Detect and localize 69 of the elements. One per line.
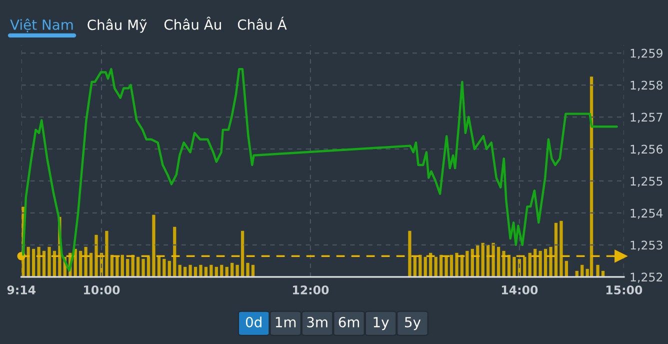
bar — [157, 256, 161, 277]
bar — [152, 214, 156, 277]
bar — [444, 256, 448, 277]
bar — [434, 256, 438, 277]
text: 1y — [374, 317, 389, 330]
y-tick-label: 1,254 — [630, 208, 663, 219]
bar — [210, 264, 213, 277]
bar — [528, 252, 532, 277]
bar — [481, 242, 484, 277]
text: 5y — [405, 317, 421, 330]
bar — [142, 258, 145, 277]
bar — [560, 220, 563, 277]
y-tick-label: 1,252 — [630, 272, 662, 283]
bar — [240, 230, 244, 277]
y-tick-label: 1,257 — [630, 112, 662, 123]
text: 0d — [246, 316, 262, 328]
y-tick-label: 1,256 — [630, 144, 663, 155]
bar — [168, 260, 171, 277]
bar — [450, 254, 454, 277]
bar — [455, 252, 458, 277]
text: 1m — [276, 317, 296, 328]
bar — [502, 250, 506, 277]
bar — [413, 256, 417, 277]
bar — [48, 246, 51, 277]
x-tick-label: 12:00 — [293, 285, 329, 294]
bar — [512, 256, 516, 277]
bar — [37, 246, 40, 277]
x-tick-label: 14:00 — [502, 285, 538, 294]
bar — [236, 264, 239, 277]
y-tick-label: 1,258 — [630, 80, 662, 91]
bar — [188, 264, 192, 277]
bar — [554, 222, 558, 277]
bar — [523, 256, 526, 277]
bar — [549, 246, 552, 277]
bar — [408, 230, 412, 277]
bar — [564, 260, 568, 277]
bar — [544, 248, 548, 277]
bar — [120, 254, 124, 277]
text: Châu Á — [238, 16, 287, 30]
bar — [126, 258, 130, 277]
bar — [32, 248, 36, 277]
bar — [538, 250, 542, 277]
text: 6m — [338, 316, 360, 328]
bar — [136, 256, 140, 277]
bar — [79, 250, 82, 277]
bar — [596, 264, 600, 277]
bar — [105, 230, 108, 277]
bar — [466, 250, 469, 277]
bar — [84, 246, 88, 277]
text: Việt Nam — [10, 18, 73, 32]
text: Châu Mỹ — [88, 18, 147, 33]
bar — [116, 256, 119, 277]
y-tick-label: 1,253 — [630, 240, 662, 251]
y-tick-label: 1,255 — [630, 176, 662, 187]
bar — [94, 234, 98, 277]
bar — [246, 262, 250, 277]
text: 3m — [307, 316, 328, 328]
x-tick-label: 10:00 — [84, 285, 120, 294]
y-tick-label: 1,259 — [630, 48, 662, 59]
text: Châu Âu — [164, 16, 221, 30]
bar — [146, 256, 150, 277]
bar — [89, 252, 93, 277]
bar — [496, 246, 500, 277]
bar — [424, 256, 427, 277]
bar — [199, 264, 202, 277]
x-tick-label: 15:00 — [606, 285, 642, 294]
bar — [492, 242, 495, 277]
bar — [162, 258, 166, 277]
x-tick-label: 9:14 — [7, 285, 36, 294]
